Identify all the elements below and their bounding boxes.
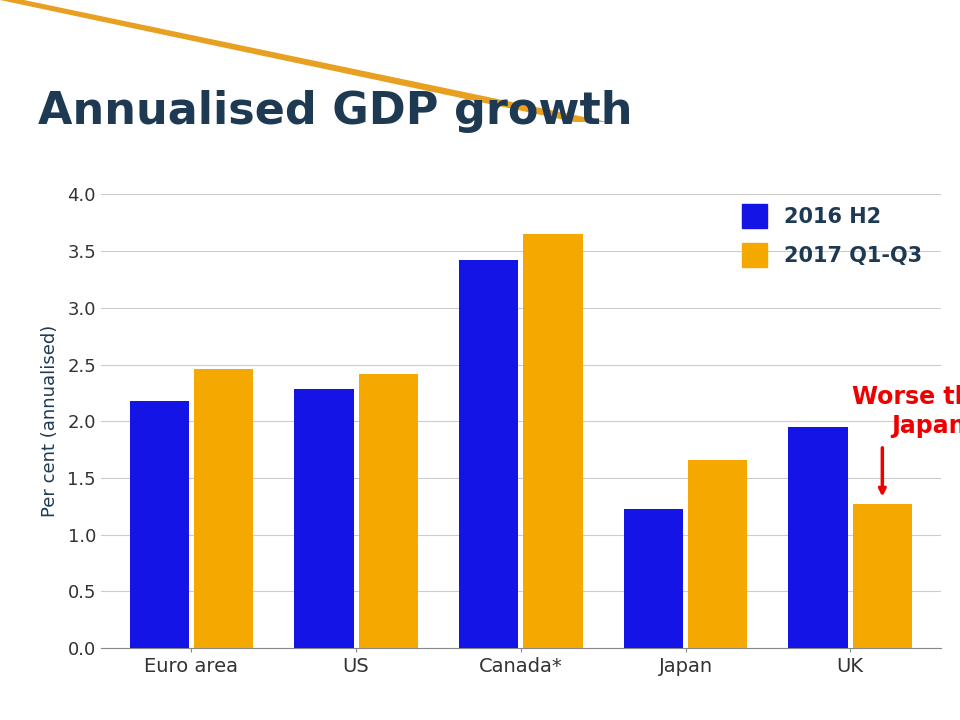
Text: Annualised GDP growth: Annualised GDP growth	[38, 90, 633, 133]
Bar	[359, 374, 418, 648]
Bar	[852, 504, 912, 648]
Legend: 2016 H2, 2017 Q1-Q3: 2016 H2, 2017 Q1-Q3	[734, 196, 930, 275]
Bar	[459, 260, 518, 648]
Bar	[295, 390, 353, 648]
Y-axis label: Per cent (annualised): Per cent (annualised)	[41, 325, 59, 518]
Bar	[624, 508, 683, 648]
Bar	[130, 401, 189, 648]
Bar	[688, 460, 747, 648]
Text: Responsibility: Responsibility	[787, 97, 883, 111]
Polygon shape	[0, 0, 610, 122]
Text: Worse than
Japan: Worse than Japan	[852, 384, 960, 438]
Bar	[523, 234, 583, 648]
Bar	[194, 369, 253, 648]
Polygon shape	[0, 0, 595, 122]
Text: Office for: Office for	[808, 20, 862, 33]
Bar	[788, 427, 848, 648]
Text: Budget: Budget	[802, 58, 869, 76]
